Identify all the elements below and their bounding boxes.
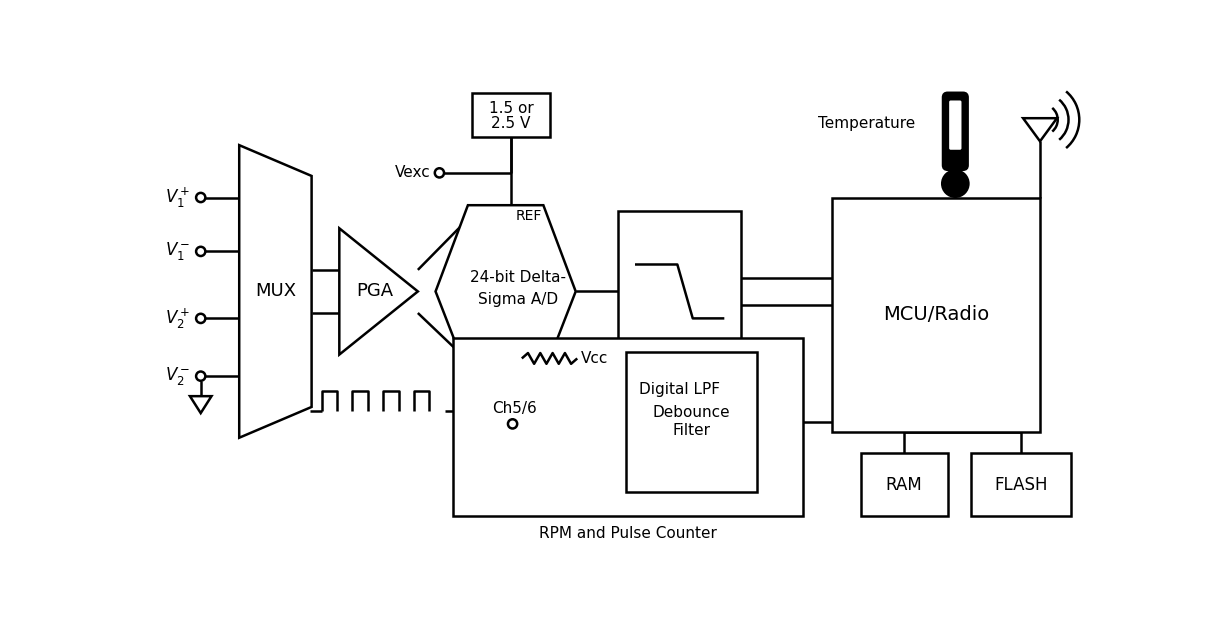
Text: $V_1^-$: $V_1^-$	[164, 240, 190, 262]
Bar	[453, 337, 803, 516]
Text: $V_2^+$: $V_2^+$	[164, 307, 190, 331]
Text: REF: REF	[515, 209, 542, 223]
Text: $V_2^-$: $V_2^-$	[164, 365, 190, 387]
Text: Temperature: Temperature	[819, 116, 916, 131]
Polygon shape	[436, 205, 575, 375]
Text: 24-bit Delta-: 24-bit Delta-	[470, 270, 565, 285]
Polygon shape	[190, 396, 212, 413]
Polygon shape	[1023, 118, 1058, 142]
Bar	[971, 453, 1071, 516]
Text: Vcc: Vcc	[581, 351, 608, 366]
Text: $V_1^+$: $V_1^+$	[164, 185, 190, 210]
Text: Vexc: Vexc	[394, 166, 430, 180]
FancyBboxPatch shape	[949, 100, 962, 150]
Bar	[471, 93, 551, 137]
Text: FLASH: FLASH	[994, 476, 1048, 494]
Text: Ch5/6: Ch5/6	[492, 401, 536, 416]
Bar	[832, 197, 1040, 432]
Text: Sigma A/D: Sigma A/D	[477, 291, 558, 307]
Text: RPM and Pulse Counter: RPM and Pulse Counter	[539, 526, 716, 541]
Text: 2.5 V: 2.5 V	[491, 116, 531, 131]
Text: Filter: Filter	[672, 423, 710, 439]
Text: PGA: PGA	[356, 283, 393, 300]
Bar	[625, 351, 756, 492]
Text: MUX: MUX	[255, 283, 296, 300]
Text: Debounce: Debounce	[652, 405, 730, 420]
Circle shape	[942, 171, 968, 197]
Text: MCU/Radio: MCU/Radio	[883, 305, 989, 324]
Polygon shape	[239, 145, 312, 438]
Bar	[860, 453, 947, 516]
FancyBboxPatch shape	[942, 93, 968, 170]
Polygon shape	[339, 228, 417, 355]
Text: 1.5 or: 1.5 or	[488, 100, 534, 116]
Text: Digital LPF: Digital LPF	[639, 382, 720, 397]
Bar	[618, 210, 742, 372]
Text: RAM: RAM	[886, 476, 923, 494]
